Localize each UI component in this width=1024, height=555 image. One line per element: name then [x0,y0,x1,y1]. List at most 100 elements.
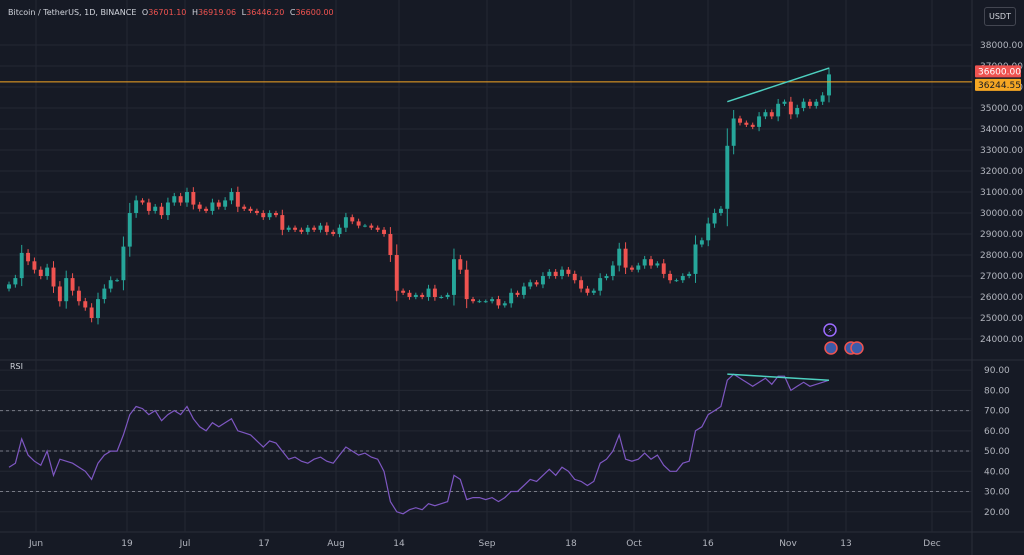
candle-body [76,290,81,302]
x-tick-label: Oct [626,539,642,549]
candle-body [807,101,812,106]
candle-body [280,215,285,230]
symbol-header: Bitcoin / TetherUS, 1D, BINANCE O36701.1… [8,8,334,17]
candle-body [776,103,781,117]
candle-body [191,192,196,205]
lightning-glyph-icon: ⚡ [827,326,833,335]
candle-body [604,276,609,279]
candle-body [572,273,577,281]
candle-body [490,299,495,302]
candle-body [115,280,120,282]
candle-body [477,301,482,303]
candle-body [146,202,151,211]
candle-body [471,299,476,302]
candle-body [649,259,653,266]
candle-body [261,213,266,218]
candle-body [293,227,298,230]
rsi-tick-label: 30.00 [984,488,1010,498]
candle-body [210,202,215,211]
candle-body [699,240,704,245]
candle-body [687,273,692,276]
price-tick-label: 35000.00 [980,104,1023,114]
candle-body [26,252,31,262]
candle-body [223,200,228,207]
candle-body [153,206,158,211]
candle-body [121,246,126,281]
candle-body [515,292,520,295]
candle-body [629,267,634,270]
candle-body [267,213,272,218]
currency-button[interactable]: USDT [984,7,1016,26]
candle-body [483,301,488,303]
candle-body [509,292,514,304]
candle-body [375,227,380,230]
candle-body [680,276,685,281]
candle-body [566,269,571,274]
price-tick-label: 31000.00 [980,188,1023,198]
candle-body [464,269,469,300]
candle-body [661,263,666,274]
candle-body [102,288,107,300]
candle-body [451,259,456,295]
candle-body [70,278,75,291]
candle-body [420,294,425,297]
candle-body [528,282,533,287]
candle-body [13,278,18,285]
candle-body [229,192,234,201]
candle-body [134,200,139,213]
x-tick-label: Jun [28,539,43,549]
x-tick-label: Aug [327,539,345,549]
candle-body [19,252,24,279]
us-flag-event-icon [850,341,864,355]
open-label: O [141,8,149,17]
candle-body [305,227,310,232]
candle-body [521,286,526,295]
x-tick-label: Dec [923,539,940,549]
candle-body [248,208,253,211]
candle-body [185,192,189,203]
candle-body [407,292,412,297]
rsi-tick-label: 90.00 [984,366,1010,376]
price-tick-label: 24000.00 [980,335,1023,345]
candle-body [38,269,43,276]
candle-body [286,227,291,230]
price-tick-label: 27000.00 [980,272,1023,282]
last-price-tag-bg [975,65,1021,78]
price-tick-label: 32000.00 [980,167,1023,177]
candle-body [178,196,183,203]
line-price-tag: 36244.55 [978,81,1021,91]
price-tick-label: 38000.00 [980,41,1023,51]
candle-body [394,255,399,291]
candle-body [235,192,240,207]
candle-body [159,206,164,216]
candle-body [401,290,406,293]
x-tick-label: 16 [702,539,714,549]
rsi-tick-label: 60.00 [984,427,1010,437]
candle-body [769,112,774,117]
candle-body [318,225,323,230]
candle-body [610,265,615,276]
candle-body [496,299,501,306]
candle-body [197,204,202,209]
lightning-event-icon [823,323,837,337]
price-tick-label: 26000.00 [980,293,1023,303]
rsi-tick-label: 20.00 [984,508,1010,518]
symbol-title: Bitcoin / TetherUS, 1D, BINANCE [8,8,137,17]
candle-body [668,273,673,281]
candle-body [413,294,418,297]
candle-body [617,248,622,266]
candle-body [299,229,304,232]
candle-body [738,118,742,123]
rsi-trend-line [727,373,830,381]
candle-body [324,225,329,232]
low-value: 36446.20 [246,8,285,17]
candle-body [585,288,590,293]
candle-body [127,213,132,247]
rsi-tick-label: 80.00 [984,386,1010,396]
line-price-tag-bg [975,78,1021,91]
candle-body [827,74,831,96]
candle-body [204,208,209,211]
price-tick-label: 33000.00 [980,146,1023,156]
